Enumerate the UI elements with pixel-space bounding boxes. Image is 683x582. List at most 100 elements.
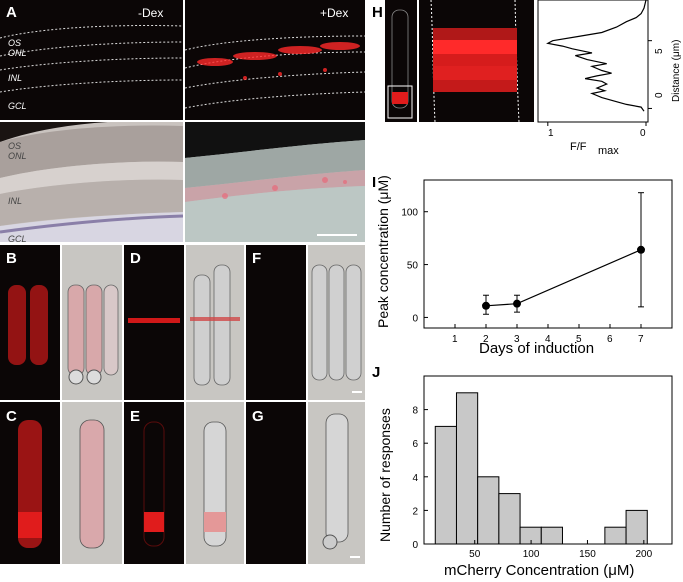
profile-x-tick-1: 1: [548, 128, 554, 139]
panel-j-chart: 50 100 150 200 0 2 4 6 8 Number of responses mCh…: [377, 375, 673, 579]
cells-bf-e: [203, 421, 227, 547]
chart-j-bar: [434, 425, 457, 545]
profile-y-tick-0: 0: [654, 92, 665, 98]
chart-j-x-tick-label: 150: [579, 549, 596, 560]
panel-a-brightfield-minus-dex: [0, 122, 183, 242]
panel-label-e: E: [130, 408, 141, 425]
chart-j-bar: [477, 476, 500, 545]
retina-brightfield-plus: [185, 122, 365, 242]
panel-i-chart: 1 2 3 4 5 6 7 0 50 100 Peak concentration (μM) Da…: [375, 175, 673, 357]
chart-i-y-tick-label: 100: [401, 208, 418, 219]
chart-j-bar: [540, 526, 563, 545]
panel-f-bf: [308, 245, 365, 400]
chart-j-bar: [604, 526, 627, 545]
panel-b-fluor: [0, 245, 60, 400]
cells-fluor-b: [8, 285, 48, 365]
layer-label-gcl-bf: GCL: [8, 234, 27, 244]
cells-bf-f: [311, 264, 362, 393]
chart-j-y-tick-label: 6: [412, 439, 418, 450]
chart-i-x-label: Days of induction: [479, 340, 594, 357]
layer-label-onl-bf: ONL: [8, 151, 27, 161]
profile-x-label: F/F: [570, 141, 587, 153]
panel-e-fluor: [124, 402, 184, 564]
cells-fluor-e: [143, 421, 165, 547]
profile-x-label-sub: max: [598, 145, 619, 157]
chart-i-y-label: Peak concentration (μM): [375, 175, 391, 328]
panel-label-h: H: [372, 4, 383, 21]
chart-j-y-tick-label: 4: [412, 473, 418, 484]
chart-i-y-tick-label: 0: [412, 313, 418, 324]
cells-fluor-c: [18, 420, 42, 548]
chart-j-y-tick-label: 0: [412, 540, 418, 551]
panel-label-d: D: [130, 250, 141, 267]
cells-bf-c: [79, 419, 105, 549]
layer-label-inl-bf: INL: [8, 196, 23, 206]
cells-bf-d: [190, 264, 240, 386]
cells-bf-g: [322, 413, 360, 558]
panel-label-b: B: [6, 250, 17, 267]
chart-i-x-tick-label: 7: [638, 334, 644, 345]
panel-label-g: G: [252, 408, 264, 425]
chart-i-point: [637, 245, 645, 254]
chart-i-series-line: [485, 249, 642, 307]
panel-a-fluor-plus-dex: [185, 0, 365, 120]
cells-bf-b: [67, 284, 119, 385]
chart-i-x-tick-label: 3: [514, 334, 520, 345]
layer-label-os-fluor: OS: [8, 38, 22, 48]
profile-ticks: [547, 40, 652, 126]
panel-g-fluor: [246, 402, 306, 564]
profile-y-tick-5: 5: [654, 48, 665, 54]
chart-i-point: [513, 299, 521, 308]
chart-j-bar: [455, 392, 479, 545]
cell-overview: [387, 9, 413, 119]
chart-i-frame: [423, 179, 673, 329]
panel-label-a: A: [6, 4, 17, 21]
panel-h-profile-chart: 1 0 0 5 Distance (μm) F/F max: [537, 0, 682, 157]
panel-a-fluor-minus-dex: [0, 0, 183, 120]
panel-label-i: I: [372, 174, 377, 191]
profile-frame: [537, 0, 649, 123]
chart-j-x-tick-label: 100: [523, 549, 540, 560]
panel-h-cell-overview: [385, 0, 417, 122]
chart-i-point: [482, 301, 490, 310]
chart-i-x-tick-label: 4: [545, 334, 551, 345]
layer-label-os-bf: OS: [8, 141, 22, 151]
profile-line: [546, 0, 647, 112]
chart-i-x-tick-label: 1: [452, 334, 458, 345]
retina-brightfield-minus: [0, 122, 183, 242]
panel-b-bf: [62, 245, 122, 400]
chart-j-y-label: Number of responses: [377, 408, 393, 542]
panel-a-brightfield-plus-dex: [185, 122, 365, 242]
retina-fluor-plus: [185, 35, 365, 109]
profile-x-tick-0: 0: [640, 128, 646, 139]
cell-zoom: [430, 0, 520, 122]
cells-fluor-d: [128, 318, 180, 323]
panel-d-bf: [186, 245, 244, 400]
retina-layer-outlines-minus: [0, 25, 183, 93]
panel-c-fluor: [0, 402, 60, 564]
chart-i-x-tick-label: 6: [607, 334, 613, 345]
chart-j-x-label: mCherry Concentration (μM): [444, 562, 634, 579]
layer-label-inl-fluor: INL: [8, 73, 23, 83]
chart-i-x-tick-label: 5: [576, 334, 582, 345]
chart-j-y-tick-label: 2: [412, 506, 418, 517]
chart-i-x-tick-label: 2: [483, 334, 489, 345]
panel-d-fluor: [124, 245, 184, 400]
chart-j-x-tick-label: 200: [635, 549, 652, 560]
panel-e-bf: [186, 402, 244, 564]
panel-g-bf: [308, 402, 365, 564]
panel-f-fluor: [246, 245, 306, 400]
chart-j-x-tick-label: 50: [469, 549, 481, 560]
label-plus-dex: +Dex: [320, 6, 349, 20]
panel-label-f: F: [252, 250, 262, 267]
panel-h-zoom: [419, 0, 534, 122]
label-minus-dex: -Dex: [138, 6, 164, 20]
panel-label-c: C: [6, 408, 17, 425]
profile-y-label: Distance (μm): [671, 40, 682, 102]
chart-j-bar: [625, 509, 648, 545]
chart-j-y-tick-label: 8: [412, 406, 418, 417]
panel-label-j: J: [372, 364, 381, 381]
chart-j-bar: [498, 493, 521, 545]
layer-label-onl-fluor: ONL: [8, 48, 27, 58]
layer-label-gcl-fluor: GCL: [8, 101, 27, 111]
